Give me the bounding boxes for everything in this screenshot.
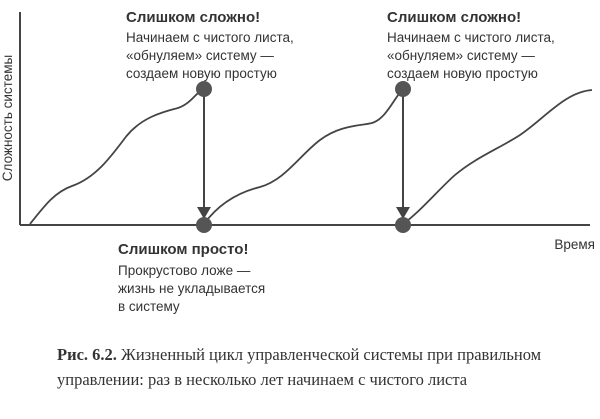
reset-marker-2 — [395, 217, 411, 233]
bottom-title: Слишком просто! — [118, 241, 248, 258]
peak-marker-1 — [196, 81, 212, 97]
top-left-line-2: «обнуляем» систему — — [126, 48, 274, 63]
caption-text: Жизненный цикл управленческой системы пр… — [57, 345, 542, 389]
complexity-curve-2 — [203, 88, 404, 225]
top-right-line-1: Начинаем с чистого листа, — [387, 30, 555, 45]
caption-label: Рис. 6.2. — [57, 345, 117, 364]
bottom-line-1: Прокрустово ложе — — [118, 263, 251, 278]
complexity-curve-1 — [29, 88, 205, 225]
figure-caption: Рис. 6.2. Жизненный цикл управленческой … — [57, 342, 587, 392]
top-right-line-3: создаем новую простую — [387, 66, 538, 81]
x-axis-label: Время — [554, 237, 595, 252]
reset-marker-1 — [196, 217, 212, 233]
y-axis-label: Сложность системы — [0, 55, 15, 181]
top-left-line-3: создаем новую простую — [126, 66, 277, 81]
peak-marker-2 — [395, 81, 411, 97]
complexity-cycle-diagram: Сложность системы Время Слишком сложно! … — [0, 9, 595, 314]
reset-arrowhead-2 — [396, 207, 410, 219]
complexity-curve-3 — [402, 89, 593, 225]
top-left-title: Слишком сложно! — [126, 9, 260, 26]
reset-arrowhead-1 — [197, 207, 211, 219]
bottom-line-3: в систему — [118, 299, 180, 314]
top-right-line-2: «обнуляем» систему — — [387, 48, 535, 63]
bottom-line-2: жизнь не укладывается — [118, 281, 265, 296]
top-left-line-1: Начинаем с чистого листа, — [126, 30, 294, 45]
top-right-title: Слишком сложно! — [387, 9, 521, 26]
